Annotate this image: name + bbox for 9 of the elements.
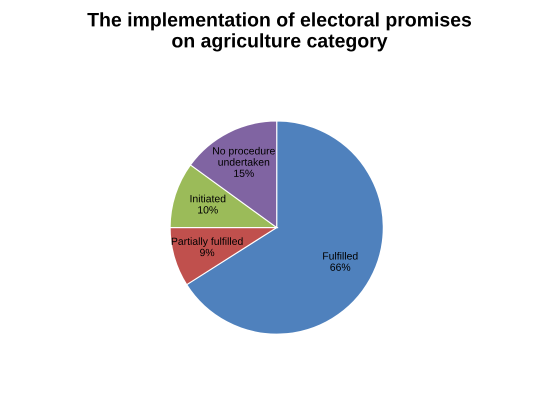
data-label: 9% [200, 248, 214, 256]
data-label: 10% [198, 206, 218, 214]
chart-title: The implementation of electoral promises on agriculture category [87, 12, 472, 52]
slice-label: Partially fulfilled [172, 237, 243, 248]
slice-label: Fulfilled [323, 252, 358, 260]
data-label: 66% [330, 264, 350, 271]
slice-label: No procedure undertaken [213, 146, 275, 166]
data-label: 15% [234, 170, 254, 177]
slice-label: Initiated [190, 194, 226, 202]
